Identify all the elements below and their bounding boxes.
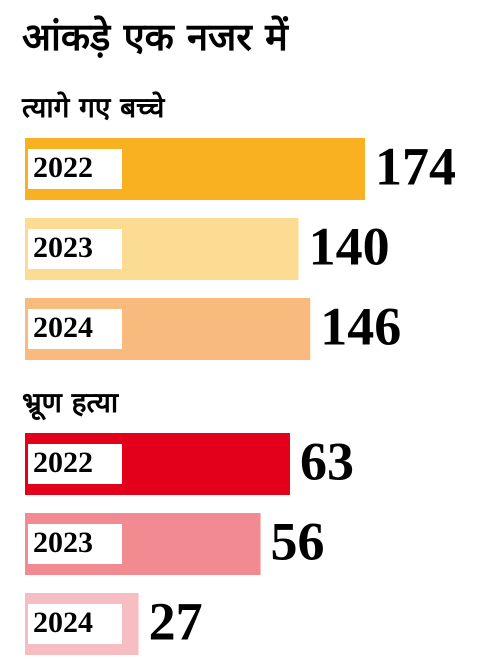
- year-label: 2024: [33, 311, 93, 344]
- year-label: 2023: [33, 231, 93, 264]
- main-title: आंकड़े एक नजर में: [22, 15, 289, 59]
- year-box: [28, 309, 122, 349]
- year-label: 2024: [33, 606, 93, 639]
- value-label: 146: [320, 296, 401, 356]
- value-label: 174: [375, 136, 456, 196]
- year-label: 2023: [33, 526, 93, 559]
- value-label: 63: [300, 431, 354, 491]
- year-label: 2022: [33, 446, 93, 479]
- value-label: 27: [149, 591, 203, 651]
- year-label: 2022: [33, 151, 93, 184]
- year-box: [28, 604, 122, 644]
- year-box: [28, 149, 122, 189]
- section-title: त्यागे गए बच्चे: [21, 91, 166, 124]
- value-label: 56: [271, 511, 325, 571]
- year-box: [28, 524, 122, 564]
- section-title: भ्रूण हत्या: [22, 386, 120, 421]
- value-label: 140: [309, 216, 390, 276]
- year-box: [28, 444, 122, 484]
- year-box: [28, 229, 122, 269]
